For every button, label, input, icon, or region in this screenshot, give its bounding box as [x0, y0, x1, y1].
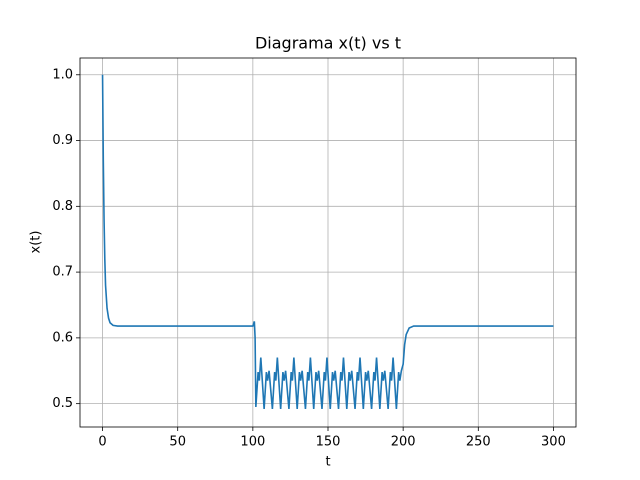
chart-title: Diagrama x(t) vs t	[255, 34, 401, 53]
x-tick-label: 150	[316, 435, 341, 450]
x-tick-label: 0	[98, 435, 106, 450]
data-line	[101, 74, 554, 409]
x-tick-label: 200	[391, 435, 416, 450]
y-tick-label: 0.7	[52, 265, 73, 280]
x-tick-label: 250	[466, 435, 491, 450]
x-tick-label: 50	[169, 435, 186, 450]
plot-frame	[79, 57, 577, 428]
y-tick-label: 0.9	[52, 133, 73, 148]
y-tick-label: 1.0	[52, 67, 73, 82]
y-axis-label: x(t)	[29, 231, 44, 254]
y-tick-label: 0.6	[52, 330, 73, 345]
x-axis-label: t	[325, 455, 330, 470]
x-tick-label: 300	[541, 435, 566, 450]
y-tick-label: 0.8	[52, 199, 73, 214]
x-tick-label: 100	[240, 435, 265, 450]
y-tick-label: 0.5	[52, 396, 73, 411]
